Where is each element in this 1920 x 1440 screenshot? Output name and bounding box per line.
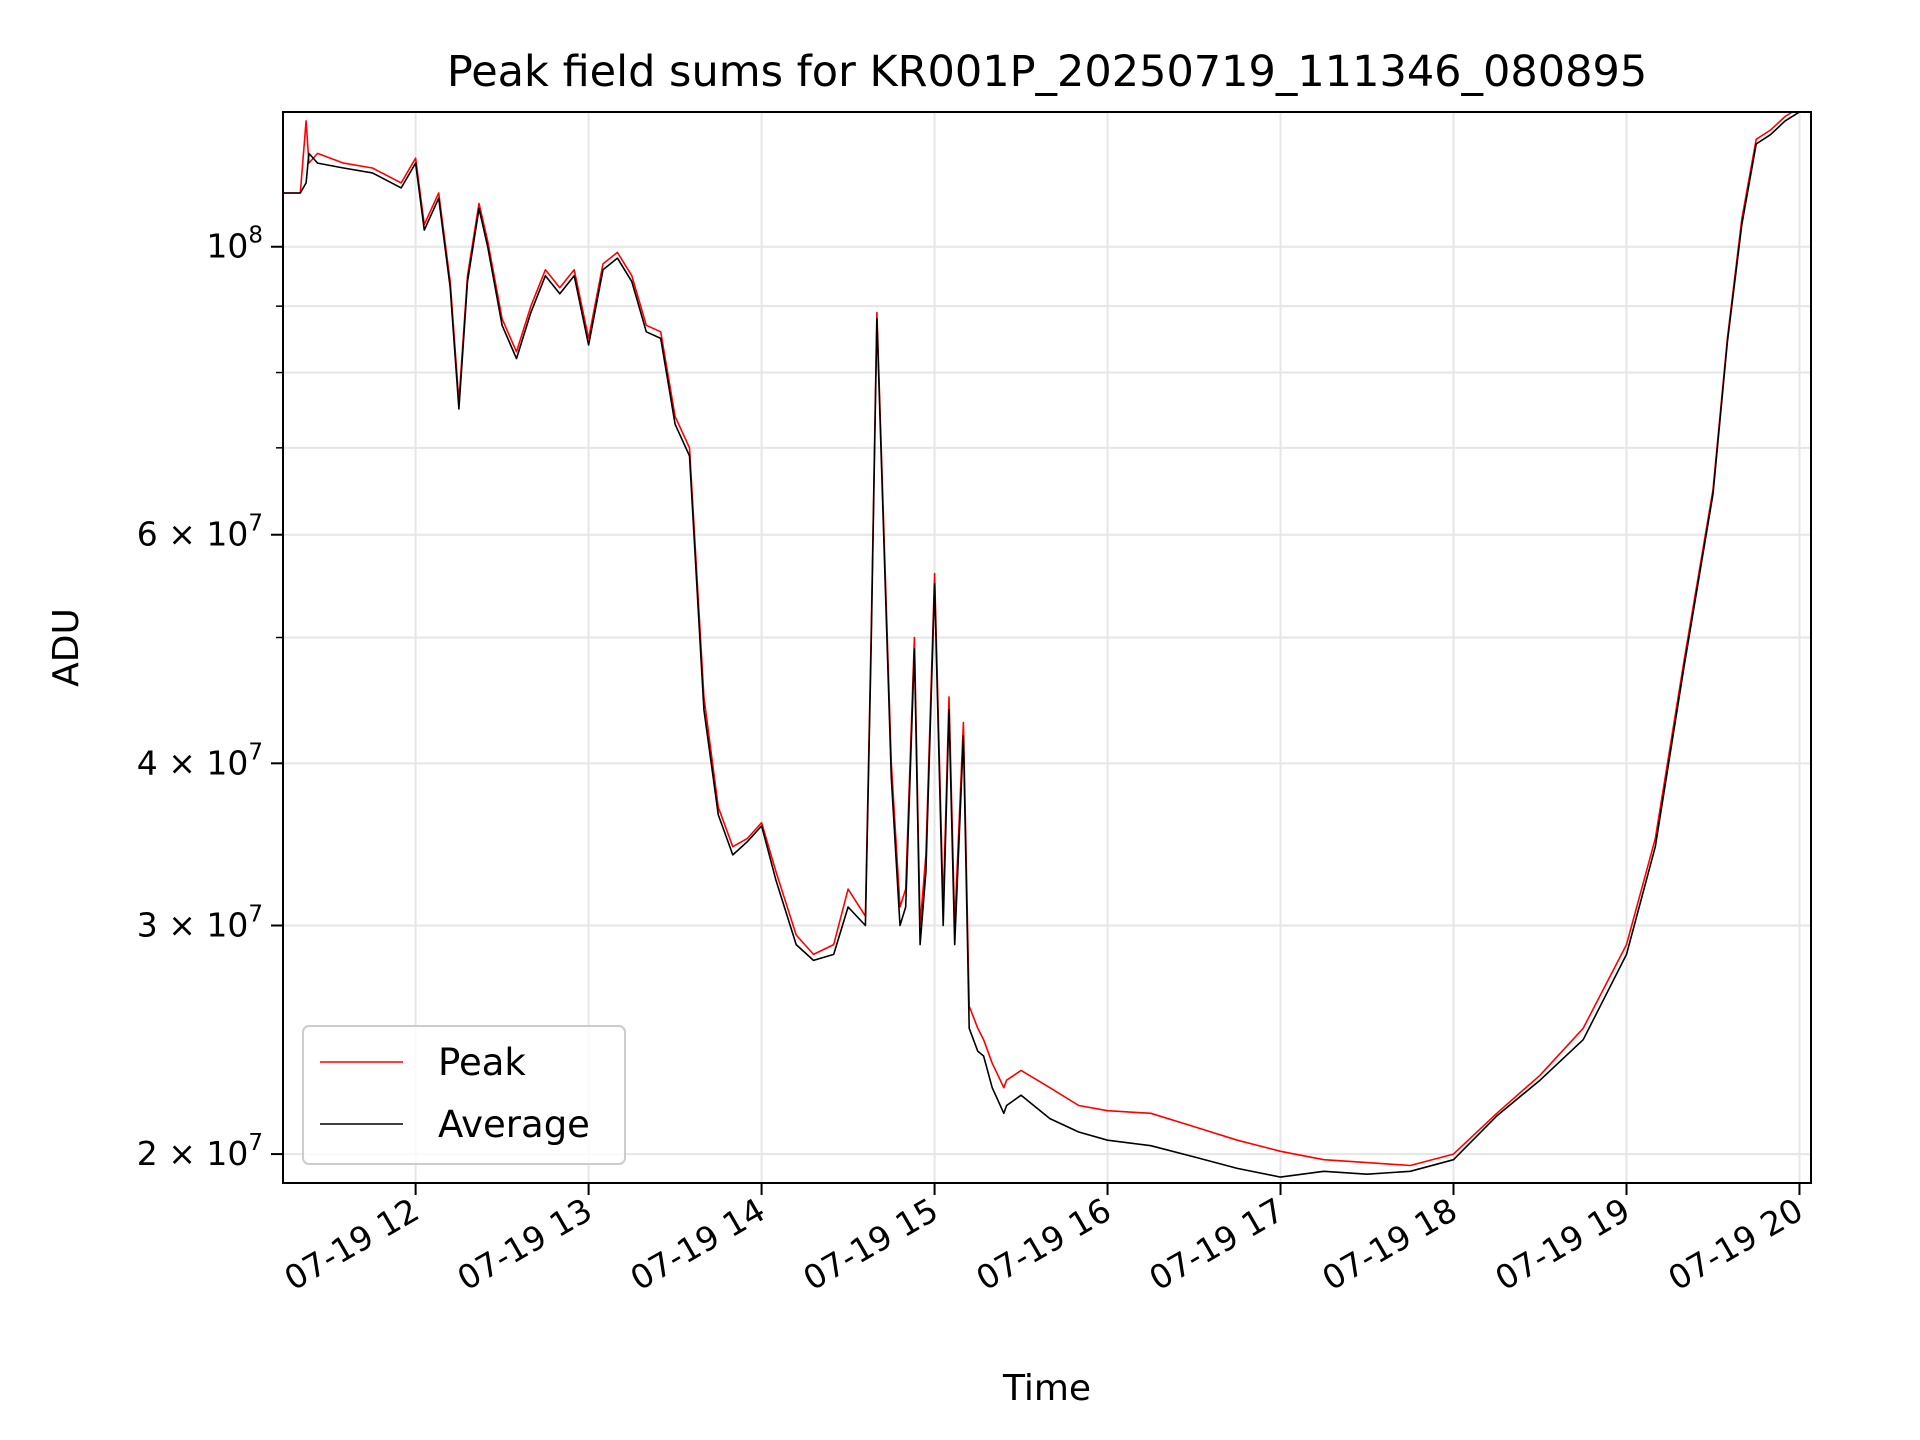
series-layer [283,112,1811,1178]
y-axis-label: ADU [46,608,87,687]
legend-box [302,1025,626,1165]
series-line-average [283,112,1811,1178]
y-tick-label: 3 × 107 [137,901,263,944]
legend-label-average: Average [438,1103,590,1146]
y-tick-label: 108 [206,223,263,266]
x-axis-label: Time [1002,1368,1091,1409]
grid [283,112,1811,1183]
y-tick-label: 4 × 107 [137,739,263,782]
chart-title: Peak field sums for KR001P_20250719_1113… [447,47,1647,97]
y-tick-label: 2 × 107 [137,1130,263,1173]
legend: Peak Average [302,1025,626,1165]
legend-label-peak: Peak [438,1041,526,1084]
axes-frame [282,111,1812,1184]
y-tick-label: 6 × 107 [137,511,263,554]
